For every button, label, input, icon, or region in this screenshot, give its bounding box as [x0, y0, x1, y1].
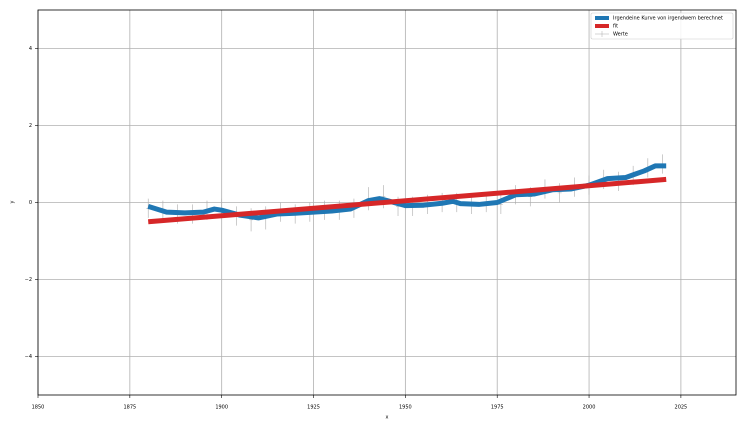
legend-label: Irgendeine Kurve von irgendwem berechnet: [613, 16, 723, 22]
line: [148, 176, 667, 225]
y-tick-label: −2: [25, 277, 32, 283]
y-tick-label: 2: [29, 123, 32, 129]
line: [147, 163, 667, 221]
y-axis-label: y: [10, 200, 16, 203]
legend-label: fit: [613, 24, 618, 30]
y-tick-label: 0: [29, 200, 32, 206]
plot-frame: [37, 9, 737, 396]
legend-box: [590, 12, 734, 40]
x-tick-label: 2025: [675, 405, 688, 411]
x-tick-label: 1975: [491, 405, 504, 411]
y-tick-label: 4: [29, 46, 32, 52]
x-tick-label: 1850: [32, 405, 45, 411]
y-tick-label: −4: [25, 354, 32, 360]
x-axis-label: x: [386, 415, 389, 421]
x-tick-label: 2000: [583, 405, 596, 411]
x-tick-label: 1900: [215, 405, 228, 411]
x-tick-label: 1875: [123, 405, 136, 411]
x-tick-label: 1925: [307, 405, 320, 411]
x-tick-label: 1950: [399, 405, 412, 411]
legend-label: Werte: [613, 32, 628, 38]
